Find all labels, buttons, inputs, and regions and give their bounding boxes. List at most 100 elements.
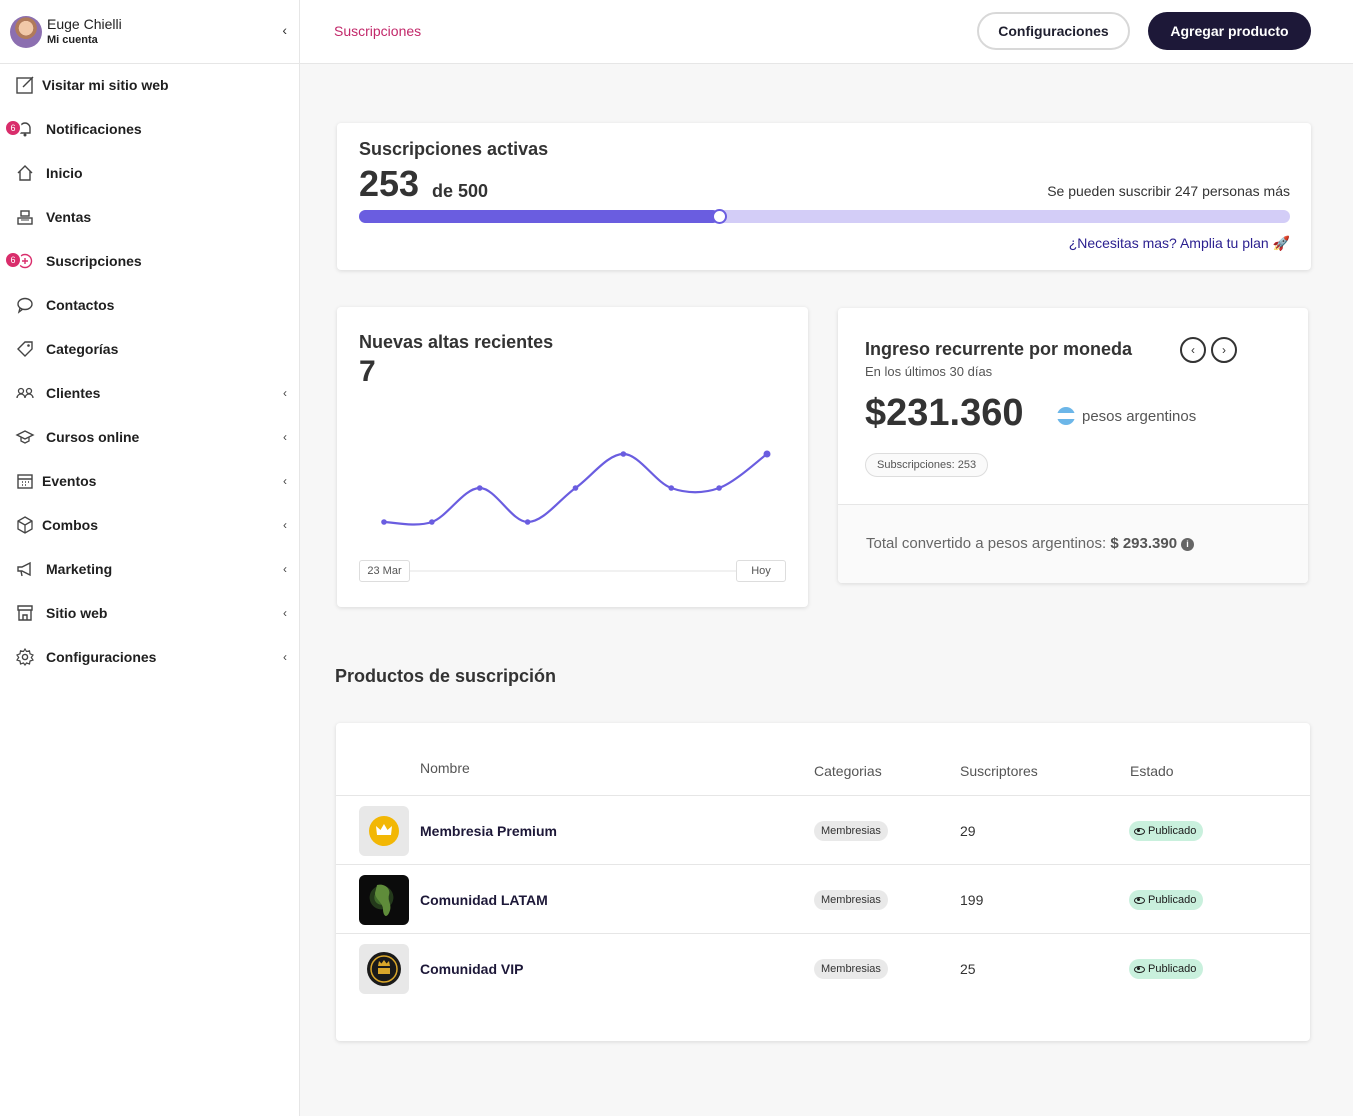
sidebar: Euge Chielli Mi cuenta ‹ Visitar mi siti… <box>0 0 300 1116</box>
total-value: $ 293.390 <box>1110 535 1178 552</box>
product-name[interactable]: Comunidad LATAM <box>420 892 548 908</box>
chevron-left-icon: ‹ <box>283 650 287 664</box>
status-label: Publicado <box>1148 825 1197 837</box>
product-name[interactable]: Comunidad VIP <box>420 961 524 977</box>
subscriptions-badge: 6 <box>4 251 22 269</box>
gear-icon <box>15 647 35 667</box>
sidebar-item-events[interactable]: Eventos ‹ <box>0 459 299 503</box>
breadcrumb[interactable]: Suscripciones <box>334 23 422 39</box>
chat-bubble-icon <box>15 295 35 315</box>
column-header-name[interactable]: Nombre <box>420 760 470 776</box>
sidebar-item-visit-site[interactable]: Visitar mi sitio web <box>0 63 299 107</box>
users-icon <box>15 383 35 403</box>
eye-icon <box>1134 965 1145 973</box>
chevron-left-icon: ‹ <box>283 562 287 576</box>
recent-count: 7 <box>359 355 376 388</box>
status-badge: Publicado <box>1129 821 1204 841</box>
prev-currency-button[interactable]: ‹ <box>1180 337 1206 363</box>
sidebar-item-label: Clientes <box>46 385 101 401</box>
table-row[interactable]: Comunidad LATAM Membresias 199 Publicado <box>336 865 1310 934</box>
data-point <box>668 485 675 491</box>
card-title: Nuevas altas recientes <box>359 332 554 352</box>
home-icon <box>15 163 35 183</box>
products-table: Nombre Categorias Suscriptores Estado Me… <box>336 723 1310 1041</box>
chevron-left-icon: ‹ <box>283 386 287 400</box>
sidebar-item-website[interactable]: Sitio web ‹ <box>0 591 299 635</box>
chevron-right-icon: › <box>1222 343 1226 357</box>
divider <box>336 864 1310 865</box>
total-label: Total convertido a pesos argentinos: <box>866 535 1111 552</box>
progress-fill <box>359 210 720 223</box>
upgrade-plan-link[interactable]: ¿Necesitas mas? Amplia tu plan 🚀 <box>1068 235 1290 251</box>
avatar[interactable] <box>10 15 42 48</box>
data-point <box>429 519 435 525</box>
next-currency-button[interactable]: › <box>1211 337 1237 363</box>
box-icon <box>15 515 35 535</box>
globe-map-icon <box>375 884 391 916</box>
card-title: Ingreso recurrente por moneda <box>865 339 1133 359</box>
sidebar-item-label: Configuraciones <box>46 649 157 665</box>
sidebar-item-notifications[interactable]: 6 Notificaciones <box>0 107 299 151</box>
collapse-sidebar-icon[interactable]: ‹ <box>282 22 287 38</box>
category-pill: Membresias <box>814 890 888 910</box>
column-header-categories[interactable]: Categorias <box>814 763 882 779</box>
recurring-revenue-card: Ingreso recurrente por moneda ‹ › En los… <box>838 308 1308 583</box>
revenue-footer: Total convertido a pesos argentinos: $ 2… <box>838 504 1308 583</box>
configurations-button[interactable]: Configuraciones <box>977 12 1130 50</box>
calendar-icon <box>15 471 35 491</box>
sidebar-item-courses[interactable]: Cursos online ‹ <box>0 415 299 459</box>
my-account-link[interactable]: Mi cuenta <box>47 34 98 46</box>
data-point <box>524 519 531 525</box>
product-thumbnail <box>359 944 409 994</box>
sidebar-item-marketing[interactable]: Marketing ‹ <box>0 547 299 591</box>
active-limit: de 500 <box>432 181 489 201</box>
sidebar-item-home[interactable]: Inicio <box>0 151 299 195</box>
sidebar-item-label: Sitio web <box>46 605 108 621</box>
graduation-cap-icon <box>15 427 35 447</box>
table-row[interactable]: Comunidad VIP Membresias 25 Publicado <box>336 934 1310 1003</box>
sidebar-item-label: Combos <box>42 517 98 533</box>
product-name[interactable]: Membresia Premium <box>420 823 557 839</box>
status-label: Publicado <box>1148 894 1197 906</box>
sidebar-item-contacts[interactable]: Contactos <box>0 283 299 327</box>
sidebar-item-categories[interactable]: Categorías <box>0 327 299 371</box>
chevron-left-icon: ‹ <box>1191 343 1195 357</box>
add-product-button[interactable]: Agregar producto <box>1148 12 1311 50</box>
product-thumbnail <box>359 806 409 856</box>
active-count: 253 <box>359 163 420 204</box>
sidebar-item-label: Suscripciones <box>46 253 142 269</box>
column-header-subscribers[interactable]: Suscriptores <box>960 763 1038 779</box>
sidebar-item-settings[interactable]: Configuraciones ‹ <box>0 635 299 679</box>
sidebar-item-clients[interactable]: Clientes ‹ <box>0 371 299 415</box>
notification-badge: 6 <box>4 119 22 137</box>
table-row[interactable]: Membresia Premium Membresias 29 Publicad… <box>336 796 1310 865</box>
data-point <box>763 450 771 458</box>
store-icon <box>15 603 35 623</box>
status-badge: Publicado <box>1129 959 1204 979</box>
sidebar-item-label: Categorías <box>46 341 119 357</box>
status-label: Publicado <box>1148 963 1197 975</box>
sidebar-item-sales[interactable]: Ventas <box>0 195 299 239</box>
progress-knob <box>712 209 728 224</box>
column-header-status[interactable]: Estado <box>1130 763 1174 779</box>
currency-name: pesos argentinos <box>1082 408 1197 425</box>
sidebar-item-combos[interactable]: Combos ‹ <box>0 503 299 547</box>
sidebar-item-label: Marketing <box>46 561 113 577</box>
data-point <box>572 485 579 491</box>
status-badge: Publicado <box>1129 890 1204 910</box>
revenue-amount: $231.360 <box>865 392 1024 434</box>
x-tick-label-start: 23 Mar <box>359 560 410 582</box>
chevron-left-icon: ‹ <box>283 430 287 444</box>
remaining-text: Se pueden suscribir 247 personas más <box>1047 183 1290 199</box>
subscriber-count: 25 <box>960 961 976 977</box>
recent-signups-card: Nuevas altas recientes 7 23 Mar Hoy <box>337 307 808 607</box>
sidebar-item-label: Cursos online <box>46 429 140 445</box>
user-menu[interactable]: Euge Chielli Mi cuenta ‹ <box>0 0 299 64</box>
external-edit-icon <box>15 75 35 95</box>
total-converted: Total convertido a pesos argentinos: $ 2… <box>866 535 1195 552</box>
card-title: Suscripciones activas <box>359 139 549 159</box>
eye-icon <box>1134 827 1145 835</box>
info-icon[interactable]: i <box>1181 538 1195 551</box>
category-pill: Membresias <box>814 959 888 979</box>
sidebar-item-subscriptions[interactable]: 6 Suscripciones <box>0 239 299 283</box>
